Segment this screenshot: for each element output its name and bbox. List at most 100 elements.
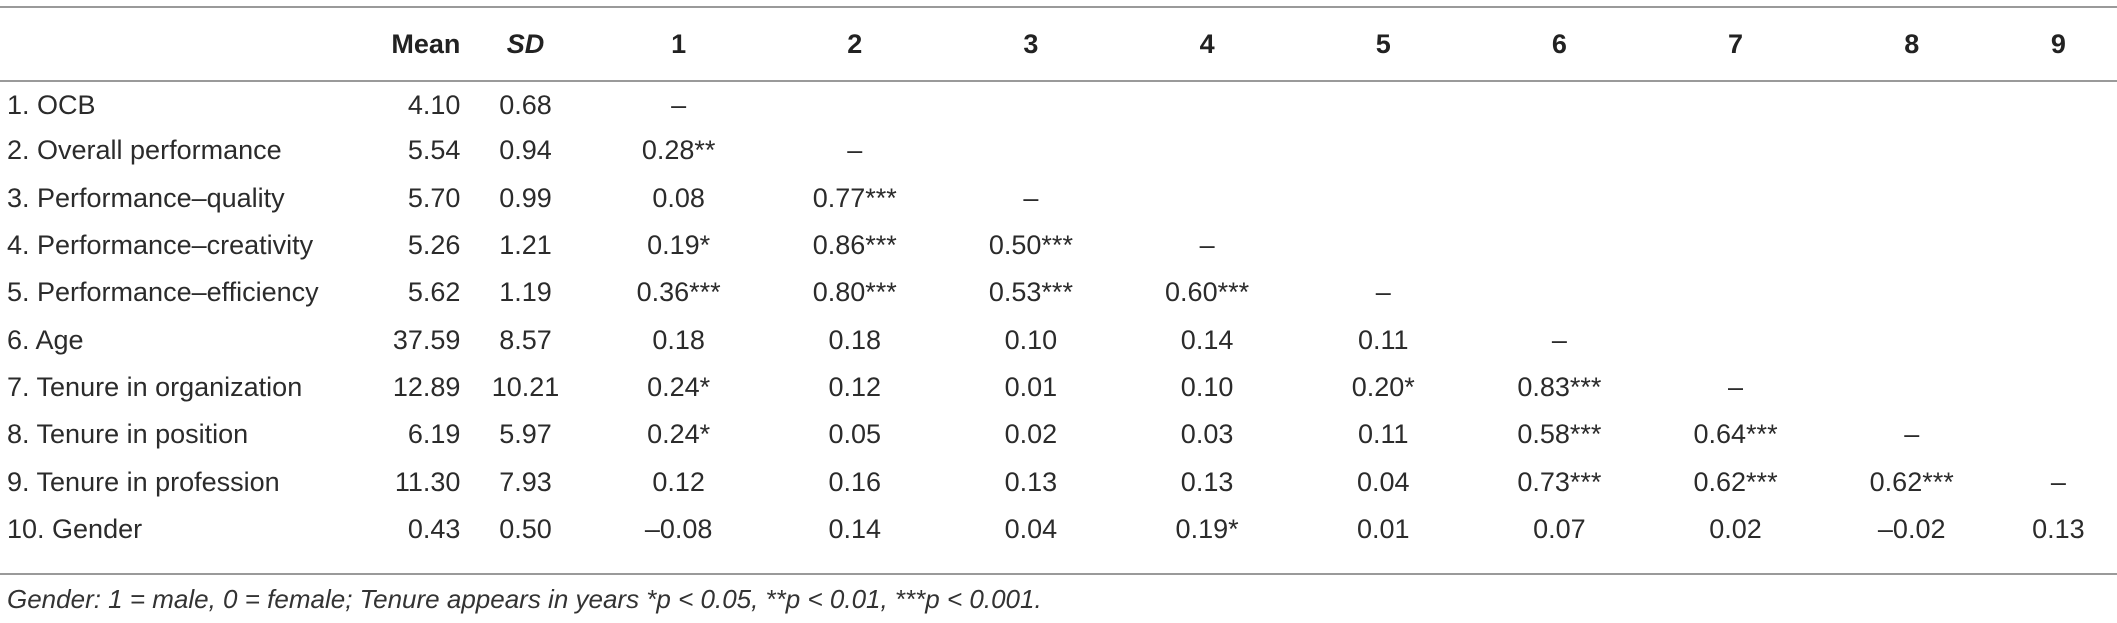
correlation-cell: 0.62*** — [1693, 466, 1778, 497]
correlation-cell: 0.18 — [652, 324, 705, 355]
correlation-cell — [2000, 316, 2117, 363]
correlation-cell: 0.80*** — [812, 277, 897, 308]
sd-cell: 0.50 — [499, 513, 552, 544]
correlation-cell — [1824, 222, 2000, 269]
correlation-cell: 0.64*** — [1693, 419, 1778, 450]
correlation-cell — [2000, 411, 2117, 458]
header-cell-variable — [0, 8, 340, 80]
table-row: 8. Tenure in position 6.19 5.97 0.24* 0.05 0.… — [0, 411, 2117, 458]
table-body: 1. OCB 4.10 0.68 – 2. Overall performance 5.5… — [0, 80, 2117, 553]
correlation-cell: – — [847, 135, 863, 166]
mean-cell: 6.19 — [407, 419, 461, 450]
correlation-cell: 0.10 — [1180, 371, 1234, 402]
correlation-cell: 0.86*** — [812, 230, 897, 261]
correlation-cell: 0.10 — [1004, 324, 1058, 355]
correlation-cell: – — [2050, 466, 2066, 497]
row-label: 3. Performance–quality — [7, 182, 285, 213]
sd-cell: 10.21 — [491, 371, 560, 402]
header-row: Mean SD 1 2 3 4 5 6 7 8 9 — [0, 8, 2117, 80]
correlation-cell: 0.04 — [1356, 466, 1410, 497]
correlation-cell: 0.05 — [828, 419, 882, 450]
correlation-cell: 0.14 — [828, 513, 882, 544]
correlation-cell: – — [1023, 182, 1039, 213]
correlation-cell — [1824, 127, 2000, 174]
header-cell-sd: SD — [506, 28, 545, 59]
correlation-cell: 0.03 — [1180, 419, 1234, 450]
table-row: 4. Performance–creativity 5.26 1.21 0.19* 0.… — [0, 222, 2117, 269]
table-header: Mean SD 1 2 3 4 5 6 7 8 9 — [0, 8, 2117, 80]
row-label: 9. Tenure in profession — [7, 466, 280, 497]
correlation-cell: 0.28** — [641, 135, 716, 166]
sd-cell: 0.68 — [499, 89, 552, 120]
correlation-cell: 0.14 — [1180, 324, 1234, 355]
correlation-cell: 0.36*** — [636, 277, 721, 308]
sd-cell: 0.94 — [499, 135, 552, 166]
mean-cell: 5.70 — [407, 182, 461, 213]
correlation-cell: 0.13 — [1004, 466, 1058, 497]
mean-cell: 37.59 — [392, 324, 461, 355]
correlation-cell — [1824, 80, 2000, 127]
mean-cell: 11.30 — [394, 466, 461, 497]
correlation-cell — [1119, 175, 1295, 222]
correlation-cell — [1471, 175, 1647, 222]
header-cell-col-3: 3 — [1023, 28, 1039, 59]
mean-cell: 4.10 — [407, 89, 461, 120]
mean-cell: 5.54 — [407, 135, 461, 166]
mean-cell: 12.89 — [392, 371, 461, 402]
correlation-cell — [1647, 175, 1823, 222]
correlation-cell: 0.19* — [1175, 513, 1239, 544]
row-label: 8. Tenure in position — [7, 419, 249, 450]
correlation-cell — [1295, 80, 1471, 127]
correlation-cell: 0.62*** — [1869, 466, 1954, 497]
correlation-cell: 0.02 — [1004, 419, 1058, 450]
row-label: 10. Gender — [7, 513, 143, 544]
correlation-cell — [767, 80, 943, 127]
correlation-cell: 0.02 — [1709, 513, 1762, 544]
correlation-cell: 0.04 — [1004, 513, 1058, 544]
correlation-cell: 0.58*** — [1517, 419, 1602, 450]
table-row: 1. OCB 4.10 0.68 – — [0, 80, 2117, 127]
table-row: 6. Age 37.59 8.57 0.18 0.18 0.10 0.14 0.11 – — [0, 316, 2117, 363]
correlation-cell — [2000, 364, 2117, 411]
correlation-cell — [943, 127, 1119, 174]
correlation-cell: 0.08 — [652, 182, 705, 213]
correlation-cell — [1647, 80, 1823, 127]
correlation-cell — [1824, 364, 2000, 411]
correlation-cell — [2000, 222, 2117, 269]
row-label: 2. Overall performance — [7, 135, 282, 166]
table-row: 5. Performance–efficiency 5.62 1.19 0.36***… — [0, 269, 2117, 316]
correlation-cell: 0.83*** — [1517, 371, 1602, 402]
correlation-cell: – — [1551, 324, 1567, 355]
correlation-cell: –0.08 — [644, 513, 713, 544]
header-cell-col-4: 4 — [1199, 28, 1215, 59]
correlation-cell — [1647, 222, 1823, 269]
table-row: 3. Performance–quality 5.70 0.99 0.08 0.77**… — [0, 175, 2117, 222]
row-label: 7. Tenure in organization — [7, 371, 303, 402]
correlation-cell: 0.12 — [652, 466, 705, 497]
sd-cell: 5.97 — [499, 419, 552, 450]
correlation-cell: 0.07 — [1533, 513, 1586, 544]
correlation-cell — [1824, 269, 2000, 316]
header-cell-col-2: 2 — [847, 28, 863, 59]
sd-cell: 1.19 — [499, 277, 552, 308]
table-row: 2. Overall performance 5.54 0.94 0.28** – — [0, 127, 2117, 174]
correlation-cell — [943, 80, 1119, 127]
mean-cell: 0.43 — [407, 513, 461, 544]
correlation-cell: 0.60*** — [1165, 277, 1250, 308]
correlation-cell: – — [1904, 419, 1920, 450]
correlation-cell — [2000, 80, 2117, 127]
correlation-cell — [1647, 316, 1823, 363]
correlation-cell — [1647, 127, 1823, 174]
correlation-cell: 0.53*** — [988, 277, 1073, 308]
correlation-cell: – — [1375, 277, 1391, 308]
correlation-cell: 0.20* — [1351, 371, 1415, 402]
table-row: 7. Tenure in organization 12.89 10.21 0.24*… — [0, 364, 2117, 411]
header-cell-mean: Mean — [391, 28, 461, 59]
correlation-cell: 0.24* — [647, 371, 711, 402]
correlation-cell: 0.01 — [1004, 371, 1058, 402]
correlation-cell — [1471, 127, 1647, 174]
correlation-cell: 0.12 — [828, 371, 882, 402]
correlation-cell: 0.11 — [1357, 324, 1409, 355]
header-cell-col-8: 8 — [1904, 28, 1920, 59]
